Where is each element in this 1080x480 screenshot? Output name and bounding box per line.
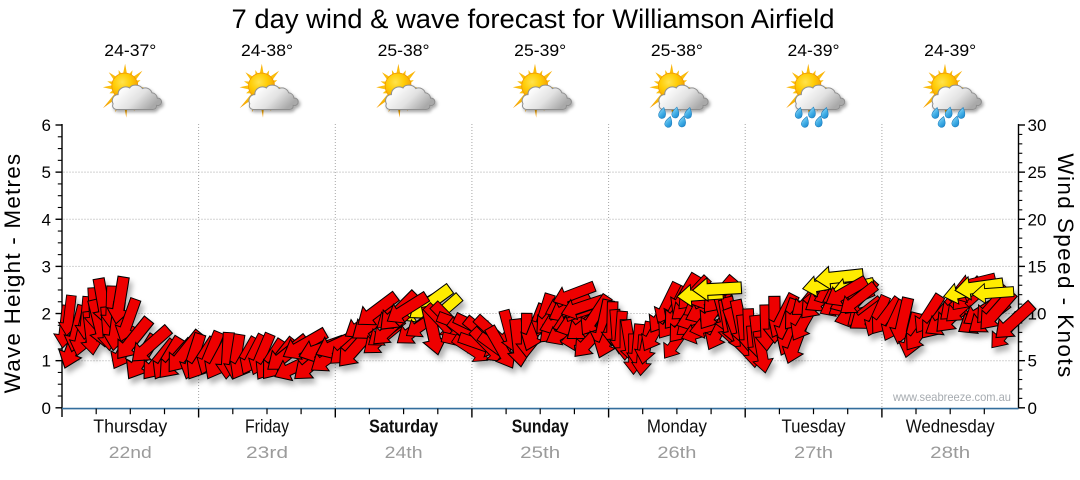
- svg-text:7 day wind & wave forecast for: 7 day wind & wave forecast for Williamso…: [232, 4, 835, 34]
- svg-text:Saturday: Saturday: [369, 417, 438, 437]
- svg-text:22nd: 22nd: [109, 443, 152, 462]
- svg-text:1: 1: [42, 352, 51, 371]
- svg-text:Wind Speed - Knots: Wind Speed - Knots: [1053, 153, 1078, 378]
- svg-text:0: 0: [42, 399, 51, 418]
- svg-text:28th: 28th: [930, 443, 970, 462]
- svg-text:Monday: Monday: [647, 417, 707, 437]
- svg-text:Sunday: Sunday: [512, 417, 569, 437]
- svg-text:15: 15: [1028, 257, 1047, 276]
- svg-text:20: 20: [1028, 210, 1047, 229]
- svg-text:25-39°: 25-39°: [514, 41, 566, 60]
- svg-text:30: 30: [1028, 116, 1047, 135]
- svg-text:6: 6: [42, 116, 51, 135]
- svg-text:Wave Height - Metres: Wave Height - Metres: [0, 153, 25, 394]
- svg-text:24-39°: 24-39°: [924, 41, 976, 60]
- svg-text:24-39°: 24-39°: [788, 41, 840, 60]
- svg-text:23rd: 23rd: [246, 443, 288, 462]
- svg-text:24th: 24th: [385, 443, 423, 462]
- svg-text:24-37°: 24-37°: [104, 41, 156, 60]
- svg-text:25-38°: 25-38°: [651, 41, 703, 60]
- svg-text:Thursday: Thursday: [93, 417, 167, 437]
- svg-text:4: 4: [42, 210, 51, 229]
- svg-text:2: 2: [42, 305, 51, 324]
- svg-text:www.seabreeze.com.au: www.seabreeze.com.au: [892, 390, 1011, 404]
- svg-text:Tuesday: Tuesday: [782, 417, 846, 437]
- svg-text:Wednesday: Wednesday: [906, 417, 995, 437]
- svg-text:27th: 27th: [794, 443, 833, 462]
- svg-text:5: 5: [1028, 352, 1037, 371]
- svg-text:Friday: Friday: [245, 417, 289, 437]
- svg-text:24-38°: 24-38°: [241, 41, 293, 60]
- svg-text:25: 25: [1028, 163, 1047, 182]
- svg-text:25th: 25th: [520, 443, 560, 462]
- svg-text:25-38°: 25-38°: [378, 41, 430, 60]
- svg-text:26th: 26th: [657, 443, 696, 462]
- svg-text:0: 0: [1028, 399, 1037, 418]
- svg-text:5: 5: [42, 163, 51, 182]
- svg-text:3: 3: [42, 257, 51, 276]
